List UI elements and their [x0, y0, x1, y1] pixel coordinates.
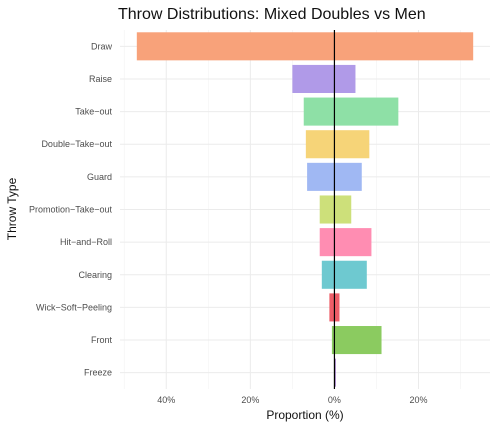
bar	[334, 260, 367, 289]
x-tick-label: 20%	[241, 395, 259, 405]
bar	[319, 228, 335, 257]
bar	[334, 32, 474, 61]
x-tick-label: 40%	[157, 395, 175, 405]
y-tick-labels: Draw Raise Take−out Double−Take−out Guard Pro…	[29, 41, 113, 377]
bar	[307, 162, 335, 191]
bar	[334, 293, 340, 322]
bar	[321, 260, 335, 289]
bar	[334, 228, 372, 257]
y-tick-label: Hit−and−Roll	[60, 237, 112, 247]
y-tick-label: Promotion−Take−out	[29, 205, 113, 215]
y-tick-label: Freeze	[84, 368, 112, 378]
chart-title: Throw Distributions: Mixed Doubles vs Me…	[118, 6, 426, 23]
x-tick-labels: 40% 20% 0% 20%	[157, 395, 427, 405]
bar	[305, 130, 335, 159]
bar	[334, 64, 356, 93]
bar	[329, 293, 335, 322]
grid-layer	[120, 30, 490, 389]
bar	[292, 64, 335, 93]
x-tick-label: 20%	[410, 395, 428, 405]
bar	[334, 162, 362, 191]
y-axis-title: Throw Type	[5, 177, 19, 240]
bar	[334, 97, 399, 126]
bar	[334, 358, 336, 387]
y-tick-label: Clearing	[78, 270, 112, 280]
bar	[303, 97, 335, 126]
bar	[334, 130, 370, 159]
x-tick-label: 0%	[328, 395, 341, 405]
y-tick-label: Wick−Soft−Peeling	[36, 302, 112, 312]
bar-layer	[136, 32, 474, 387]
bar	[319, 195, 335, 224]
bar	[334, 326, 382, 355]
bar	[331, 326, 335, 355]
y-tick-label: Front	[91, 335, 113, 345]
bar	[136, 32, 335, 61]
y-tick-label: Take−out	[75, 107, 112, 117]
x-axis-title: Proportion (%)	[266, 408, 343, 422]
y-tick-label: Draw	[91, 41, 113, 51]
y-tick-label: Guard	[87, 172, 112, 182]
bar	[334, 195, 352, 224]
y-tick-label: Raise	[89, 74, 112, 84]
y-tick-label: Double−Take−out	[41, 139, 112, 149]
